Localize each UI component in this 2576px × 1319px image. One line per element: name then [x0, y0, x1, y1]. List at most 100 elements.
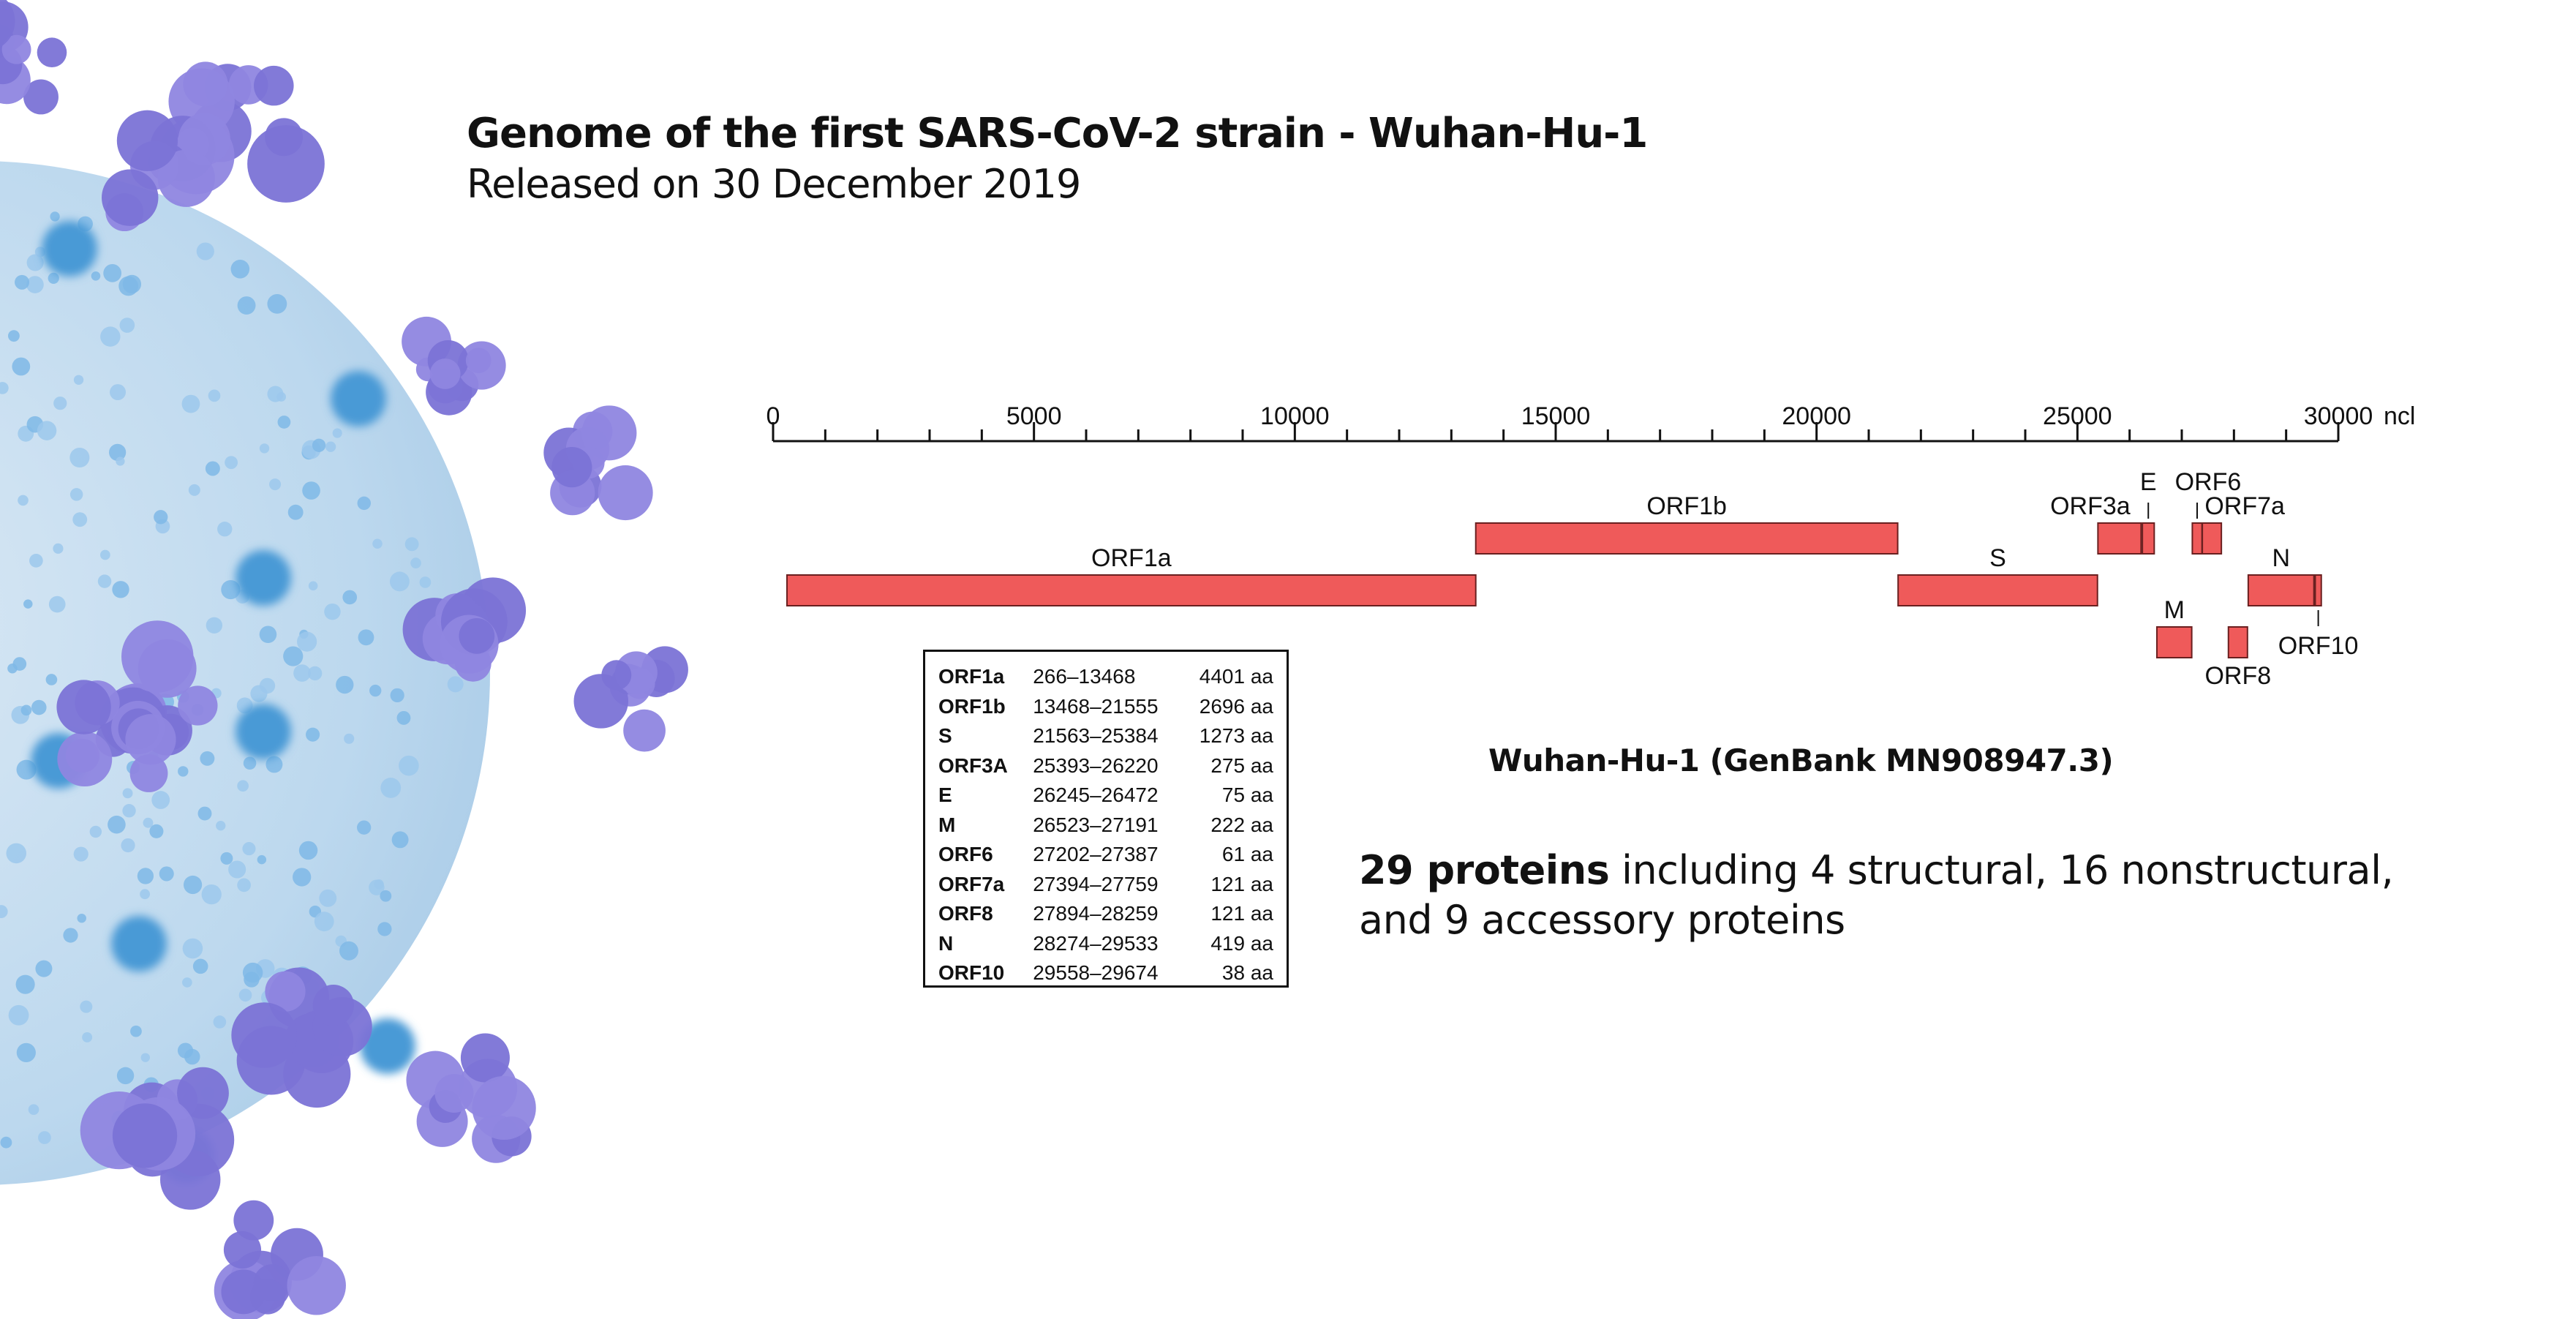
surface-dot: [243, 756, 257, 770]
spike-lobe: [129, 754, 168, 792]
spike-lobe: [102, 169, 159, 226]
table-row: E 26245–26472 75 aa: [938, 781, 1273, 811]
surface-dot: [201, 884, 222, 905]
surface-dot: [390, 688, 404, 703]
surface-dot: [103, 263, 122, 282]
surface-dot: [257, 854, 267, 865]
surface-dot: [184, 1048, 200, 1065]
surface-dot: [228, 860, 246, 879]
gene-label-orf1a: ORF1a: [1091, 544, 1172, 572]
spike-lobe: [265, 118, 304, 157]
gene-name-cell: ORF6: [938, 843, 993, 865]
gene-block-orf1b: [1475, 522, 1899, 555]
surface-dot: [181, 394, 200, 413]
surface-dot: [18, 495, 29, 506]
genbank-label: Wuhan-Hu-1 (GenBank MN908947.3): [1488, 743, 2114, 778]
gene-name-cell: ORF1a: [938, 665, 1005, 688]
spike-lobe: [23, 79, 59, 115]
surface-dot: [183, 875, 203, 895]
surface-dot: [314, 912, 334, 932]
spike-protein: [231, 967, 372, 1108]
spike-lobe: [429, 358, 461, 389]
table-row: N 28274–29533 419 aa: [938, 929, 1273, 959]
gene-label-m: M: [2164, 596, 2185, 624]
gene-aa-cell: 121 aa: [1210, 872, 1273, 895]
surface-dot: [140, 889, 151, 900]
surface-dot: [12, 357, 31, 376]
spike-lobe: [177, 1067, 229, 1119]
surface-dot: [369, 684, 382, 697]
surface-dot: [306, 727, 320, 742]
surface-dot: [48, 272, 59, 284]
table-row: ORF8 27894–28259 121 aa: [938, 899, 1273, 929]
table-row: ORF7a 27394–27759 121 aa: [938, 870, 1273, 900]
gene-aa-cell: 275 aa: [1210, 754, 1273, 777]
gene-aa-cell: 2696 aa: [1199, 694, 1273, 718]
surface-dot: [45, 674, 58, 685]
protein-count: 29 proteins: [1359, 847, 1610, 893]
receptor-cluster: [236, 550, 291, 606]
surface-dot: [159, 866, 174, 882]
gene-block-orf3a: [2097, 522, 2142, 555]
surface-dot: [389, 571, 410, 592]
surface-dot: [182, 938, 203, 959]
spike-lobe: [623, 709, 666, 752]
surface-dot: [73, 375, 84, 385]
surface-dot: [192, 958, 208, 974]
surface-dot: [108, 443, 127, 462]
surface-dot: [154, 510, 168, 525]
surface-dot: [298, 841, 318, 860]
surface-dot: [53, 543, 64, 554]
surface-dot: [324, 603, 341, 620]
tick-label: 5000: [1006, 402, 1062, 430]
spike-lobe: [56, 680, 111, 734]
surface-dot: [377, 922, 392, 936]
surface-dot: [143, 817, 154, 828]
surface-dot: [91, 271, 101, 281]
surface-dot: [0, 905, 8, 919]
gene-block-s: [1897, 574, 2098, 606]
surface-dot: [283, 646, 304, 666]
protein-summary: 29 proteins including 4 structural, 16 n…: [1359, 846, 2441, 945]
surface-dot: [6, 843, 27, 864]
surface-dot: [336, 675, 354, 694]
spike-lobe: [1, 34, 31, 64]
surface-dot: [196, 242, 214, 260]
surface-dot: [302, 481, 320, 500]
surface-dot: [100, 326, 121, 347]
surface-dot: [116, 456, 125, 466]
spike-lobe: [249, 1279, 286, 1315]
surface-dot: [28, 1104, 39, 1116]
receptor-cluster: [111, 916, 167, 972]
gene-label-orf8: ORF8: [2204, 662, 2271, 690]
surface-dot: [307, 666, 323, 681]
surface-dot: [293, 868, 312, 887]
spike-lobe: [37, 37, 67, 68]
spike-protein: [406, 1033, 536, 1163]
spike-protein: [402, 577, 527, 682]
page-title: Genome of the first SARS-CoV-2 strain - …: [467, 110, 1648, 157]
spike-protein: [56, 680, 176, 792]
surface-dot: [259, 625, 277, 644]
gene-block-m: [2155, 626, 2193, 658]
receptor-cluster: [331, 371, 386, 426]
surface-dot: [419, 576, 432, 588]
gene-label-e: E: [2140, 468, 2157, 496]
gene-range-cell: 29558–29674: [1033, 961, 1159, 984]
spike-protein: [80, 1067, 235, 1210]
table-row: ORF1a 266–13468 4401 aa: [938, 662, 1273, 692]
surface-dot: [149, 824, 164, 838]
surface-dot: [225, 456, 238, 470]
surface-dot: [220, 852, 233, 865]
table-row: ORF6 27202–27387 61 aa: [938, 840, 1273, 870]
surface-dot: [332, 428, 342, 438]
surface-dot: [35, 960, 53, 977]
receptor-cluster: [236, 704, 291, 759]
surface-dot: [37, 421, 57, 440]
table-row: S 21563–25384 1273 aa: [938, 721, 1273, 751]
receptor-cluster: [360, 1018, 415, 1074]
gene-block-orf7a: [2202, 522, 2223, 555]
spike-lobe: [254, 65, 294, 106]
surface-dot: [97, 574, 112, 588]
